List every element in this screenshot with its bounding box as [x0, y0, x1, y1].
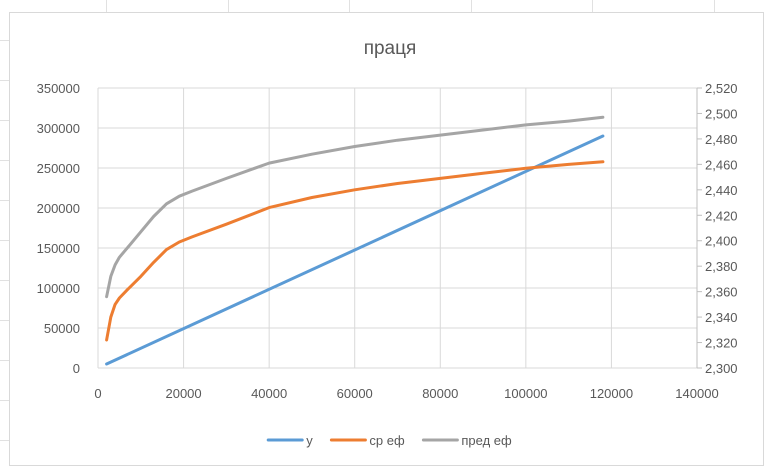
y-right-tick-label: 2,500: [705, 106, 738, 121]
x-tick-label: 60000: [337, 386, 373, 401]
legend-label: пред еф: [461, 433, 512, 448]
series-lines: [105, 115, 605, 366]
y-right-tick-label: 2,360: [705, 285, 738, 300]
chart-title: праця: [364, 38, 417, 59]
x-tick-label: 20000: [165, 386, 201, 401]
y-right-tick-label: 2,300: [705, 361, 738, 376]
x-tick-label: 100000: [504, 386, 547, 401]
legend: у ср еф пред еф: [266, 433, 512, 448]
y-left-tick-label: 200000: [37, 201, 80, 216]
x-axis: 0 20000 40000 60000 80000 100000 120000 140000: [94, 386, 718, 401]
y-right-tick-label: 2,420: [705, 208, 738, 223]
y-right-tick-label: 2,380: [705, 259, 738, 274]
legend-label: у: [306, 433, 313, 448]
series-line-1: [105, 160, 605, 342]
x-tick-label: 140000: [675, 386, 718, 401]
y-right-tick-label: 2,320: [705, 336, 738, 351]
legend-label: ср еф: [369, 433, 405, 448]
y-axis-right: 2,300 2,320 2,340 2,360 2,380 2,400 2,420 2,440…: [696, 81, 738, 376]
y-right-tick-label: 2,400: [705, 234, 738, 249]
y-right-tick-label: 2,340: [705, 310, 738, 325]
x-tick-label: 80000: [422, 386, 458, 401]
y-left-tick-label: 100000: [37, 281, 80, 296]
y-left-tick-label: 0: [73, 361, 80, 376]
x-tick-label: 0: [94, 386, 101, 401]
y-left-tick-label: 150000: [37, 241, 80, 256]
gridlines: [97, 87, 698, 369]
y-left-tick-label: 250000: [37, 161, 80, 176]
x-tick-label: 40000: [251, 386, 287, 401]
y-left-tick-label: 300000: [37, 121, 80, 136]
y-left-tick-label: 50000: [44, 321, 80, 336]
y-left-tick-label: 350000: [37, 81, 80, 96]
series-line-2: [105, 115, 605, 299]
series-line-0: [105, 134, 605, 366]
y-right-tick-label: 2,460: [705, 157, 738, 172]
y-right-tick-label: 2,440: [705, 183, 738, 198]
x-tick-label: 120000: [590, 386, 633, 401]
y-axis-left: 0 50000 100000 150000 200000 250000 300000 3500…: [37, 81, 80, 376]
y-right-tick-label: 2,520: [705, 81, 738, 96]
y-right-tick-label: 2,480: [705, 132, 738, 147]
